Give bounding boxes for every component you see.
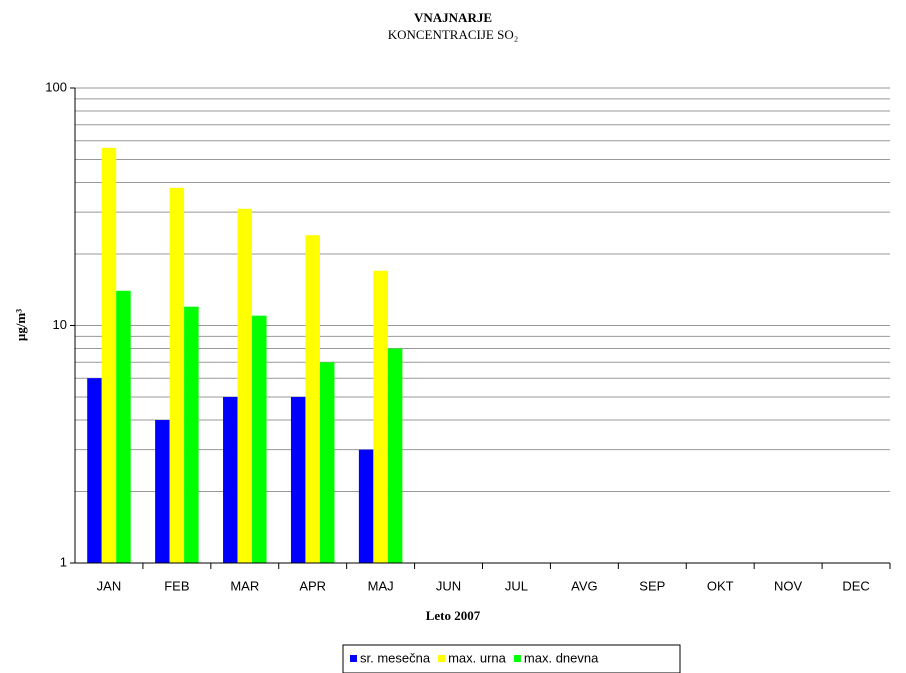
y-tick-label: 100: [45, 79, 67, 94]
legend-label: sr. mesečna: [360, 650, 431, 665]
x-tick-label: MAJ: [368, 578, 394, 593]
x-tick-label: JAN: [97, 578, 122, 593]
y-tick-label: 10: [53, 317, 67, 332]
bar: [319, 362, 335, 563]
bar: [155, 420, 170, 563]
x-tick-label: FEB: [164, 578, 189, 593]
bar: [373, 270, 388, 563]
bar: [290, 396, 306, 563]
bar: [305, 235, 320, 563]
bar: [387, 348, 403, 563]
legend-box: [342, 644, 681, 673]
x-tick-label: AVG: [571, 578, 598, 593]
y-axis-title: µg/m³: [13, 309, 28, 341]
bar: [184, 306, 199, 563]
legend-swatch: [513, 655, 521, 662]
bar: [116, 290, 131, 563]
legend-label: max. urna: [448, 650, 507, 665]
bar: [358, 449, 374, 563]
x-tick-label: SEP: [639, 578, 665, 593]
x-tick-label: JUL: [505, 578, 528, 593]
x-tick-label: JUN: [436, 578, 461, 593]
bar: [101, 147, 117, 563]
chart-title: VNAJNARJE: [414, 10, 492, 25]
legend-swatch: [350, 655, 357, 662]
x-tick-label: APR: [299, 578, 326, 593]
bar: [87, 378, 102, 563]
x-axis-title: Leto 2007: [426, 608, 481, 623]
bar: [169, 187, 185, 563]
legend-swatch: [438, 655, 446, 662]
chart-subtitle: KONCENTRACIJE SO₂: [388, 27, 519, 42]
legend-label: max. dnevna: [524, 650, 599, 665]
bar: [252, 315, 267, 563]
bar: [237, 208, 253, 563]
x-tick-label: OKT: [707, 578, 734, 593]
x-tick-label: DEC: [842, 578, 869, 593]
bar: [223, 396, 238, 563]
y-tick-label: 1: [60, 554, 67, 569]
x-tick-label: NOV: [774, 578, 803, 593]
x-tick-label: MAR: [230, 578, 259, 593]
